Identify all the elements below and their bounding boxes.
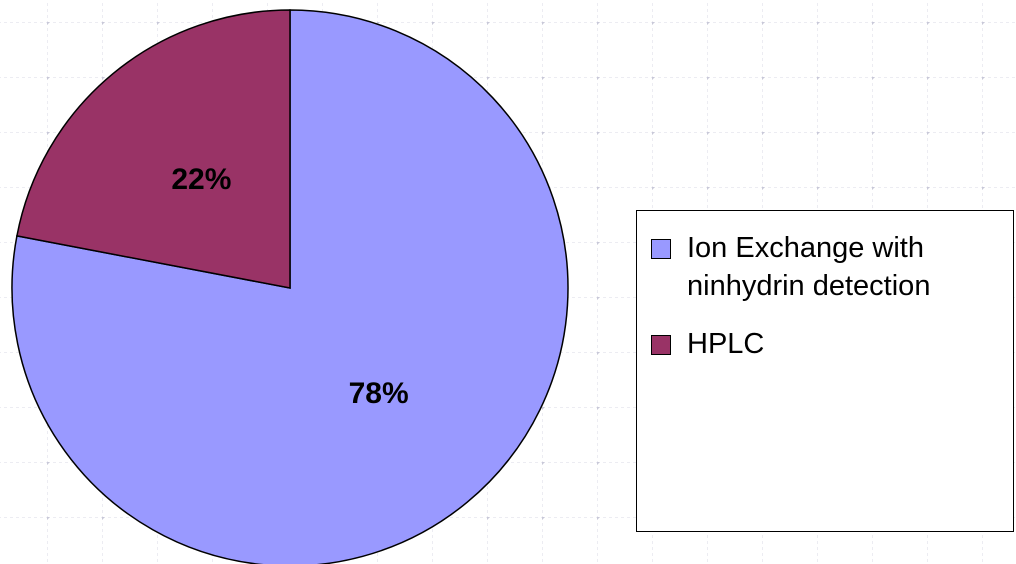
legend-label: HPLC — [687, 328, 765, 360]
pie-slice — [16, 9, 291, 289]
legend-swatch — [651, 335, 671, 355]
legend: Ion Exchange with ninhydrin detection HPL… — [636, 210, 1014, 532]
legend-swatch — [651, 239, 671, 259]
data-label: 78% — [349, 377, 409, 410]
pie-slice — [11, 9, 569, 564]
legend-entry: HPLC — [637, 325, 987, 363]
data-label: 22% — [171, 163, 231, 196]
legend-entry: Ion Exchange with ninhydrin detection — [637, 229, 987, 305]
legend-label: Ion Exchange with ninhydrin detection — [687, 232, 931, 302]
pie: 78% 22% — [11, 9, 569, 564]
